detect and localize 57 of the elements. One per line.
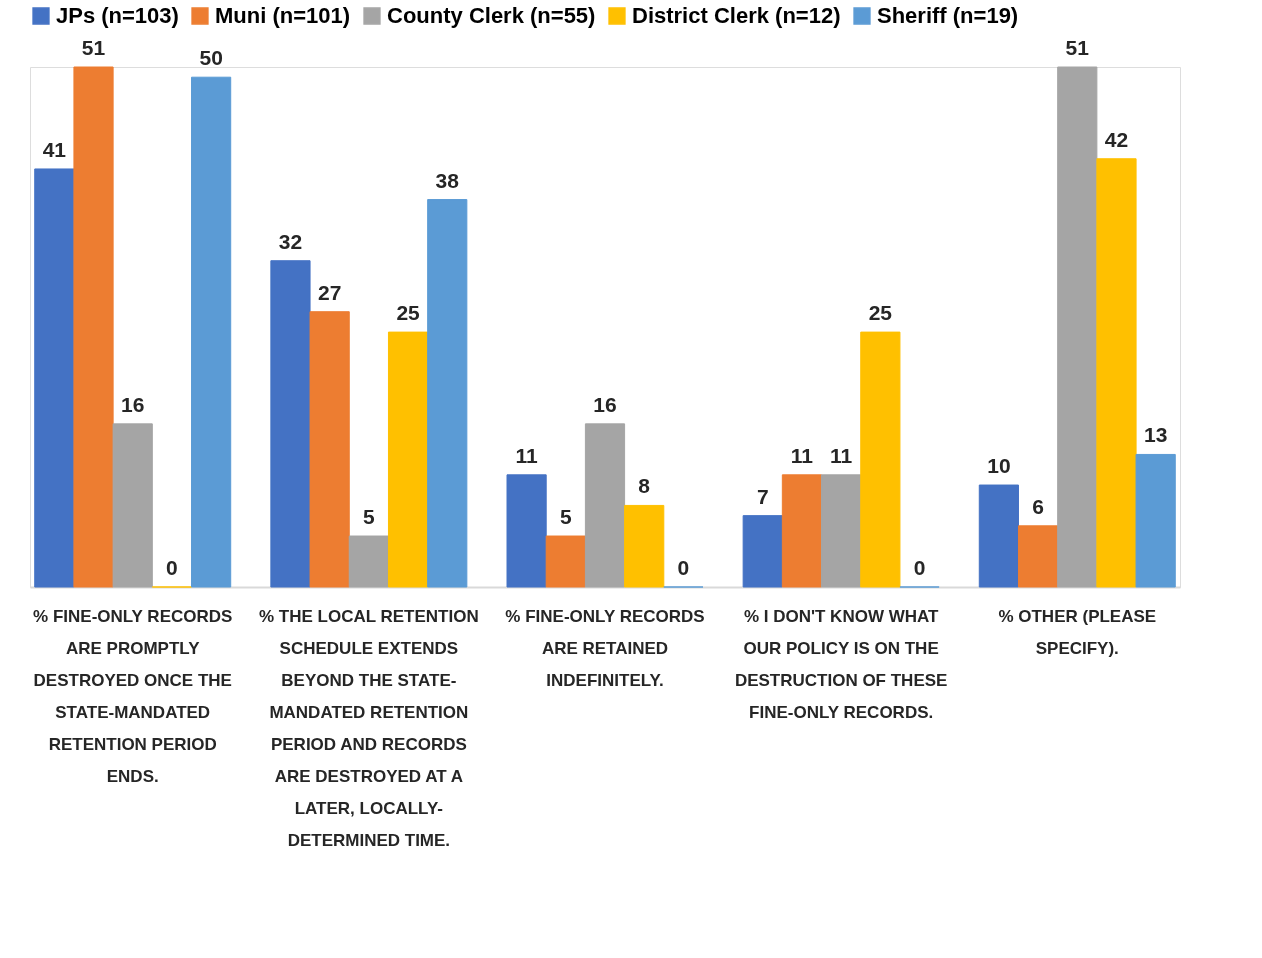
bar	[309, 311, 350, 588]
bar	[821, 474, 862, 588]
bar	[191, 76, 232, 588]
bar	[545, 535, 586, 588]
bar	[427, 199, 468, 588]
bar	[1017, 525, 1059, 588]
bar	[112, 423, 153, 588]
bar	[73, 66, 114, 588]
bar	[34, 168, 75, 588]
bar	[860, 331, 901, 588]
data-label: 13	[1144, 423, 1168, 447]
bar	[781, 474, 823, 588]
legend-label: Sheriff (n=19)	[877, 3, 1019, 28]
x-tick-label: % FINE-ONLY RECORDS ARE PROMPTLY DESTROYED ONCE THE STATE-MANDATED RETENTION PERIOD ENDS.	[33, 607, 233, 786]
data-label: 0	[677, 556, 690, 579]
data-label: 51	[1065, 36, 1090, 59]
data-label: 51	[81, 36, 106, 59]
data-label: 25	[868, 301, 893, 325]
data-label: 5	[559, 505, 572, 529]
bar	[270, 260, 311, 588]
bar	[1096, 158, 1137, 588]
data-label: 6	[1032, 494, 1044, 518]
bar	[624, 504, 665, 588]
data-label: 41	[42, 137, 67, 161]
bar	[1057, 66, 1098, 588]
data-label: 27	[317, 280, 342, 304]
data-label: 50	[199, 46, 223, 70]
data-label: 10	[987, 454, 1011, 478]
data-label: 5	[363, 505, 376, 529]
bar	[742, 515, 783, 588]
data-label: 11	[515, 443, 539, 467]
data-label: 16	[121, 392, 145, 416]
bar	[506, 474, 547, 588]
data-label: 32	[278, 229, 303, 253]
data-label: 8	[638, 474, 651, 498]
bar	[348, 535, 389, 588]
legend-label: Muni (n=101)	[215, 3, 351, 28]
x-tick-label: % OTHER (PLEASE SPECIFY).	[998, 607, 1157, 658]
bar	[584, 423, 626, 588]
data-label: 11	[830, 443, 853, 467]
bar	[978, 484, 1019, 588]
x-tick-label: % I DON'T KNOW WHAT OUR POLICY IS ON THE DESTRUCTION OF THESE FINE-ONLY RECORDS.	[734, 607, 948, 722]
bar	[387, 331, 429, 588]
bar	[1135, 453, 1176, 588]
x-tick-label: % FINE-ONLY RECORDS ARE RETAINED INDEFINITELY.	[505, 607, 705, 690]
data-label: 0	[913, 556, 926, 579]
data-label: 42	[1104, 127, 1129, 151]
data-label: 11	[790, 443, 814, 467]
data-label: 0	[166, 556, 178, 579]
legend-label: County Clerk (n=55)	[387, 3, 596, 28]
legend-label: District Clerk (n=12)	[632, 3, 841, 28]
x-tick-label: % THE LOCAL RETENTION SCHEDULE EXTENDS BEYOND THE STATE-MANDATED RETENTION PERIOD AND RECORDS ARE DESTROYED AT A LATER, LOCALLY-DETERMINED TIME.	[258, 607, 479, 850]
legend-label: JPs (n=103)	[56, 3, 179, 28]
data-label: 7	[756, 484, 769, 508]
data-label: 25	[396, 301, 421, 325]
data-label: 38	[435, 168, 460, 192]
data-label: 16	[593, 392, 617, 416]
